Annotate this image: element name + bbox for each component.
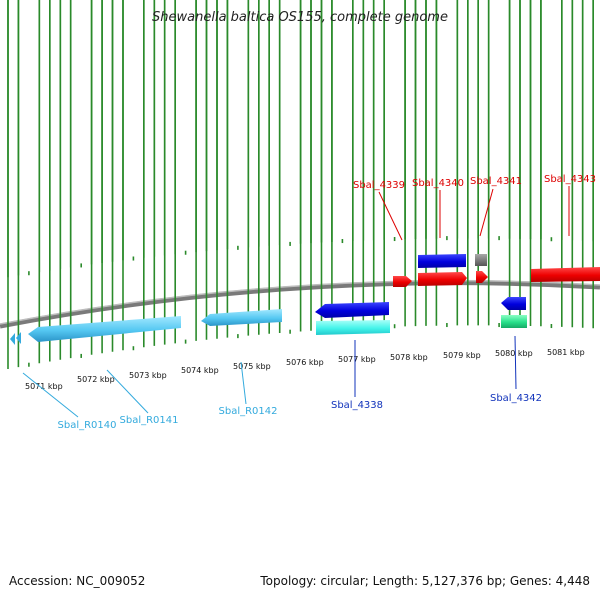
leader-line — [378, 191, 403, 241]
scale-label: 5076 kbp — [286, 358, 324, 367]
gene-label-sbal-4342[interactable]: Sbal_4342 — [490, 393, 542, 404]
feature-sbal-4340-blue[interactable] — [418, 254, 466, 268]
gene-label-sbal-4340[interactable]: Sbal_4340 — [412, 178, 464, 189]
leader-line — [106, 369, 149, 414]
genome-title: Shewanella baltica OS155, complete genom… — [152, 10, 448, 25]
scale-ticks — [7, 0, 595, 369]
feature-sbal-4339[interactable] — [393, 276, 412, 287]
gene-labels: Sbal_4339 Sbal_4340 Sbal_4341 Sbal_4343 … — [58, 174, 597, 431]
scale-label: 5078 kbp — [390, 353, 428, 362]
gene-label-sbal-4341[interactable]: Sbal_4341 — [470, 176, 522, 187]
scale-label: 5079 kbp — [443, 351, 481, 360]
feature-sbal-4343[interactable] — [531, 267, 600, 282]
scale-label: 5072 kbp — [77, 375, 115, 384]
leader-line — [22, 372, 79, 418]
feature-sbal-4340-red[interactable] — [418, 272, 467, 286]
feature-rrna-arrowhead-1[interactable] — [10, 333, 15, 345]
forward-features — [393, 254, 600, 287]
accession-label: Accession: NC_009052 — [9, 574, 146, 588]
scale-label: 5074 kbp — [181, 366, 219, 375]
scale-label: 5073 kbp — [129, 371, 167, 380]
feature-sbal-r0142[interactable] — [201, 309, 282, 326]
feature-sbal-4341-gray[interactable] — [475, 254, 487, 266]
gene-label-sbal-4338[interactable]: Sbal_4338 — [331, 400, 383, 411]
feature-sbal-r0140[interactable] — [28, 316, 181, 342]
genome-summary: Topology: circular; Length: 5,127,376 bp… — [260, 574, 590, 588]
gene-label-sbal-r0142[interactable]: Sbal_R0142 — [219, 406, 278, 417]
scale-label: 5081 kbp — [547, 348, 585, 357]
reverse-features — [10, 297, 527, 345]
feature-rrna-arrowhead-2[interactable] — [16, 332, 21, 344]
scale-label: 5075 kbp — [233, 362, 271, 371]
gene-label-sbal-4343[interactable]: Sbal_4343 — [544, 174, 596, 185]
leader-line — [240, 361, 247, 405]
feature-sbal-4342-green[interactable] — [501, 315, 527, 328]
gene-label-sbal-r0141[interactable]: Sbal_R0141 — [120, 415, 179, 426]
gene-label-sbal-r0140[interactable]: Sbal_R0140 — [58, 420, 117, 431]
scale-label: 5080 kbp — [495, 349, 533, 358]
feature-sbal-4338-blue[interactable] — [315, 302, 389, 318]
leader-line — [514, 335, 517, 390]
label-leaders — [22, 186, 570, 418]
gene-label-sbal-4339[interactable]: Sbal_4339 — [353, 180, 405, 191]
feature-sbal-4338-cyan[interactable] — [316, 320, 390, 335]
leader-line — [479, 188, 494, 237]
feature-sbal-4342-blue[interactable] — [501, 297, 526, 310]
scale-label: 5077 kbp — [338, 355, 376, 364]
scale-label: 5071 kbp — [25, 382, 63, 391]
feature-sbal-4341-red[interactable] — [476, 271, 488, 283]
scale-labels: 5071 kbp 5072 kbp 5073 kbp 5074 kbp 5075… — [25, 348, 585, 391]
